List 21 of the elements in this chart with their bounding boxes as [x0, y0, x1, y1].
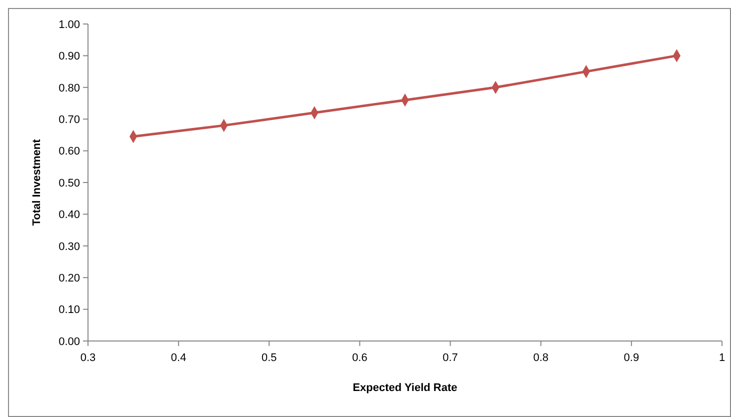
x-tick-label: 0.4 — [170, 352, 186, 364]
y-tick-label: 0.10 — [58, 304, 80, 316]
x-tick-label: 1 — [718, 352, 726, 364]
y-tick-label: 0.90 — [58, 50, 80, 63]
x-tick-label: 0.6 — [352, 352, 368, 364]
y-tick-label: 0.00 — [58, 336, 80, 348]
y-tick-label: 0.30 — [58, 240, 80, 253]
x-tick-label: 0.5 — [261, 352, 277, 364]
x-tick-label: 0.8 — [533, 352, 549, 364]
y-axis-title: Total Investment — [31, 138, 43, 226]
y-tick-label: 0.60 — [58, 146, 80, 158]
y-tick-label: 0.40 — [58, 209, 80, 222]
y-tick-label: 0.80 — [58, 82, 80, 94]
y-tick-label: 0.70 — [58, 114, 80, 126]
x-tick-label: 0.7 — [442, 352, 458, 364]
x-tick-label: 0.3 — [80, 352, 96, 364]
x-tick-label: 0.9 — [624, 352, 640, 364]
y-tick-label: 1.00 — [58, 18, 80, 31]
y-tick-label: 0.20 — [58, 272, 80, 284]
y-tick-label: 0.50 — [58, 177, 80, 190]
x-axis-title: Expected Yield Rate — [352, 382, 458, 394]
